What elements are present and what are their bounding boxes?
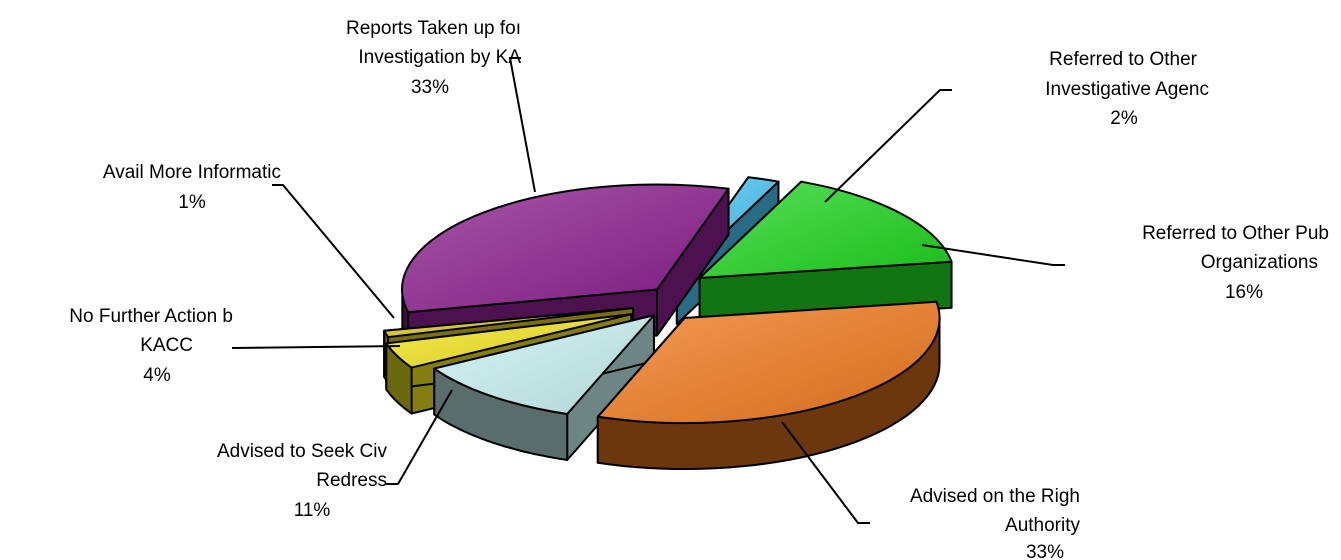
leader-reports-taken-up bbox=[508, 57, 536, 193]
pct-no-further-action: 4% bbox=[143, 365, 171, 386]
pct-avail-more-info: 1% bbox=[178, 192, 206, 213]
leader-referred-public bbox=[921, 244, 1065, 266]
label-advised-civil-redress: Advised to Seek Civ bbox=[217, 441, 388, 462]
leader-referred-investigative bbox=[824, 89, 952, 203]
leader-lines bbox=[231, 57, 1065, 524]
label-no-further-action: KACC bbox=[140, 335, 193, 356]
label-referred-public: Organizations bbox=[1201, 252, 1318, 273]
label-referred-investigative: Investigative Agenc bbox=[1045, 79, 1209, 100]
pie-slices bbox=[383, 176, 953, 470]
slice-labels: Reports Taken up foı Investigation by KA 3… bbox=[69, 18, 1329, 560]
leader-no-further-action bbox=[231, 345, 401, 349]
label-reports-taken-up: Investigation by KA bbox=[358, 47, 521, 68]
label-reports-taken-up: Reports Taken up foı bbox=[346, 18, 521, 39]
slice-advised-civil-redress bbox=[433, 314, 655, 461]
slice-top bbox=[596, 300, 941, 425]
leader-advised-civil-redress bbox=[386, 389, 453, 485]
slice-top bbox=[401, 183, 730, 314]
label-no-further-action: No Further Action b bbox=[69, 306, 233, 327]
label-referred-investigative: Referred to Other bbox=[1049, 49, 1198, 70]
slice-top bbox=[383, 307, 635, 339]
label-advised-civil-redress: Redress bbox=[316, 470, 387, 491]
slice-advised-right-authority bbox=[596, 300, 941, 470]
slice-top bbox=[433, 314, 655, 415]
pct-advised-civil-redress: 11% bbox=[294, 500, 331, 521]
leader-advised-right-authority bbox=[781, 421, 870, 524]
label-referred-public: Referred to Other Pub bbox=[1142, 223, 1329, 244]
slice-top bbox=[698, 180, 953, 279]
slice-top bbox=[385, 313, 633, 369]
label-advised-right-authority: Authority bbox=[1005, 515, 1080, 536]
slice-referred-public bbox=[698, 180, 953, 325]
pct-referred-investigative: 2% bbox=[1110, 108, 1138, 129]
label-advised-right-authority: Advised on the Righ bbox=[910, 486, 1080, 507]
pct-advised-right-authority: 33% bbox=[1026, 542, 1064, 560]
leader-avail-more-info bbox=[272, 184, 395, 319]
pct-referred-public: 16% bbox=[1225, 282, 1263, 303]
label-avail-more-info: Avail More Informatic bbox=[103, 162, 281, 183]
pct-reports-taken-up: 33% bbox=[411, 77, 449, 98]
